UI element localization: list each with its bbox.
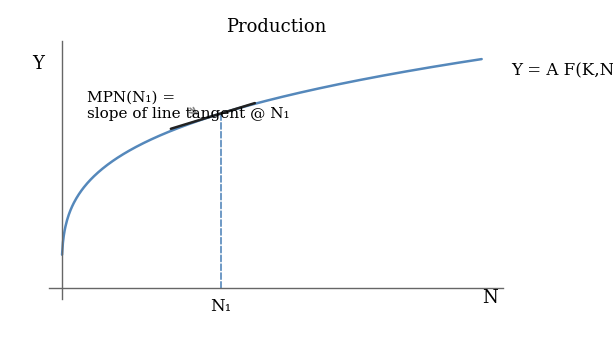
Title: Production: Production (226, 18, 326, 36)
Text: MPN(N₁) =
slope of line tangent @ N₁: MPN(N₁) = slope of line tangent @ N₁ (87, 91, 289, 121)
Text: N: N (482, 289, 498, 307)
Text: N₁: N₁ (211, 298, 232, 315)
Text: Y: Y (32, 55, 45, 73)
Text: Y = A F(K,N): Y = A F(K,N) (511, 62, 613, 79)
